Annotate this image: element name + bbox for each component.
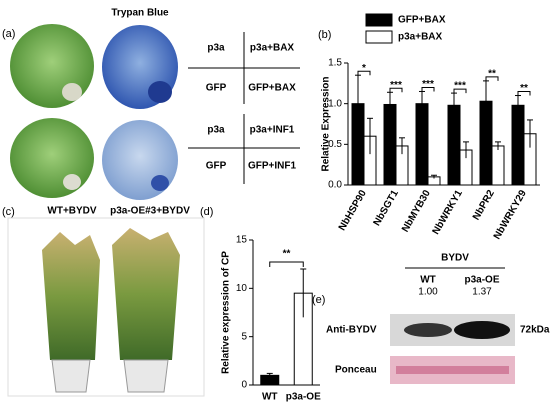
bar (491, 145, 505, 186)
significance-bracket (485, 76, 499, 81)
panel-label: (c) (2, 206, 15, 218)
y-axis-label: Relative Expression (321, 76, 332, 171)
significance: *** (422, 79, 434, 90)
panel-label: (b) (318, 29, 331, 41)
lane-label: WT (420, 275, 436, 286)
y-tick-label: 5 (241, 331, 247, 342)
significance-bracket (357, 70, 371, 76)
treatment-table: p3a p3a+BAX GFP GFP+BAX p3a p3a+INF1 GFP… (188, 32, 300, 184)
table-cell: GFP+BAX (248, 83, 296, 94)
legend-label: p3a+BAX (398, 32, 443, 43)
significance: * (362, 63, 366, 74)
significance-bracket (269, 261, 304, 267)
photo-caption: WT+BYDV (47, 206, 97, 217)
significance: ** (520, 83, 528, 94)
significance-bracket (453, 88, 467, 94)
blot-image (390, 314, 515, 384)
legend-swatch (365, 30, 393, 44)
legend-swatch (365, 13, 393, 27)
table-cell: p3a+INF1 (250, 125, 295, 136)
significance: *** (390, 80, 402, 91)
table-cell: GFP (206, 83, 227, 94)
table-cell: p3a+BAX (250, 43, 295, 54)
x-tick-label: NbWRKY29 (492, 188, 529, 242)
leaf-photos (8, 20, 178, 202)
y-axis-label: Relative expression of CP (221, 251, 232, 374)
significance-bracket (421, 86, 435, 92)
y-tick-label: 10 (236, 283, 248, 294)
table-cell: p3a (207, 43, 225, 54)
table-cell: GFP (206, 161, 227, 172)
significance: *** (454, 81, 466, 92)
x-tick-label: NbWRKY1 (431, 188, 465, 237)
x-tick-label: NbMYB30 (400, 188, 433, 234)
table-cell: GFP+INF1 (248, 161, 297, 172)
y-tick-label: 15 (236, 235, 248, 246)
y-tick-label: 1.0 (328, 98, 342, 109)
x-tick-label: NbHSP90 (337, 188, 369, 233)
band-ratio: 1.37 (472, 287, 492, 298)
blot-group: BYDV (441, 253, 469, 264)
x-tick-label: WT (262, 392, 278, 403)
table-cell: p3a (207, 125, 225, 136)
x-tick-label: NbPR2 (471, 188, 497, 222)
blot-size: 72kDa (520, 325, 550, 336)
blot-row-label: Ponceau (335, 365, 377, 376)
y-tick-label: 1.5 (328, 58, 342, 69)
panel-label: (d) (200, 206, 213, 218)
band-ratio: 1.00 (418, 287, 438, 298)
bar (511, 104, 525, 186)
panel-label: (a) (2, 28, 15, 40)
y-tick-label: 0.0 (328, 180, 342, 191)
x-tick-label: NbSGT1 (372, 188, 401, 228)
plant-photo (7, 217, 205, 397)
significance-bracket (517, 91, 531, 96)
significance: ** (283, 249, 291, 260)
lane-label: p3a-OE (464, 275, 499, 286)
blot-row-label: Anti-BYDV (326, 325, 377, 336)
significance-bracket (389, 87, 403, 93)
y-tick-label: 0 (241, 380, 247, 391)
significance: ** (488, 69, 496, 80)
legend-label: GFP+BAX (398, 15, 446, 26)
y-tick-label: 0.5 (328, 139, 342, 150)
x-tick-label: p3a-OE (286, 392, 321, 403)
stain-title: Trypan Blue (111, 8, 169, 19)
panel-label: (e) (312, 294, 325, 306)
photo-caption: p3a-OE#3+BYDV (110, 206, 190, 217)
